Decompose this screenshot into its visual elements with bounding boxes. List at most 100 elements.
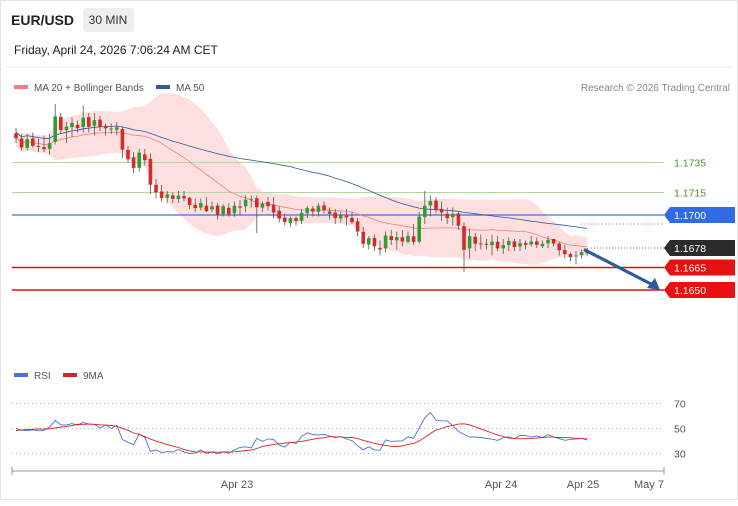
rsi-legend-swatch [14,373,28,377]
rsi-legend-label: RSI [34,371,51,382]
ma20-legend-label: MA 20 + Bollinger Bands [34,83,144,94]
candle-body-47 [277,210,281,219]
rsi-levels: 70 50 30 [12,399,686,461]
candle-body-1 [19,138,24,148]
candle-body-89 [512,241,517,247]
candle-body-0 [14,133,18,139]
candle-body-97 [557,243,561,251]
candle-body-10 [70,122,74,128]
candle-body-96 [551,239,556,244]
timeframe-badge[interactable] [83,8,134,32]
timeframe-label[interactable]: 30 MIN [89,13,128,27]
candle-body-65 [378,247,382,250]
candle-body-100 [574,255,578,257]
candle-body-73 [423,205,427,218]
x-tick-label-2: Apr 25 [567,479,599,491]
bollinger-band [16,92,588,265]
datetime-label: Friday, April 24, 2026 7:06:24 AM CET [14,43,219,57]
level-label-5: 1.1650 [674,285,706,297]
candle-body-42 [249,198,253,200]
candle-body-74 [428,200,433,206]
candle-body-16 [103,125,108,129]
candle-body-6 [47,143,52,149]
candle-body-51 [299,212,304,221]
candle-body-13 [87,117,91,127]
candle-body-17 [109,128,113,130]
candle-body-93 [535,241,539,245]
candle-body-7 [53,116,57,142]
level-label-4: 1.1665 [674,263,706,275]
candle-body-19 [120,129,125,150]
candle-body-36 [215,205,220,215]
candle-body-32 [193,204,197,209]
price-levels [12,162,664,291]
candle-body-57 [333,212,337,219]
candle-body-23 [143,154,147,161]
candle-body-46 [271,204,276,213]
candle-body-41 [243,199,248,207]
forecast-arrow-shaft [583,248,654,287]
candle-body-61 [355,221,360,232]
candle-body-20 [126,149,130,160]
candle-body-43 [255,198,259,208]
candle-body-59 [344,215,349,218]
candle-body-11 [75,124,80,129]
candle-body-15 [98,119,102,127]
candle-body-34 [204,205,209,212]
candle-body-64 [372,237,377,247]
level-label-1: 1.1715 [674,188,706,200]
candle-body-88 [507,240,511,246]
candle-body-56 [327,211,332,214]
candle-body-22 [137,152,141,168]
candle-body-85 [490,241,494,246]
candle-body-79 [456,213,461,226]
candle-body-71 [411,236,416,242]
candle-body-33 [199,203,203,208]
candle-body-95 [546,239,550,244]
level-label-0: 1.1735 [674,158,706,170]
level-label-3: 1.1678 [674,243,706,255]
ma50-legend-swatch [156,85,170,89]
candle-body-58 [339,214,343,219]
price-pane: 1.1735 1.1715 1.1700 1.1678 1.1665 1.1650 [12,92,735,298]
level-label-bg-3 [664,240,735,256]
candle-body-49 [288,218,293,223]
rsi-pane: 70 50 30 [12,399,686,461]
candle-body-21 [131,157,136,169]
candle-body-3 [31,138,35,146]
rsi-level-label-0: 70 [674,399,686,411]
candle-body-40 [238,206,242,208]
candle-body-4 [36,146,41,147]
candle-body-91 [523,243,528,245]
ma9-legend-label: 9MA [83,371,104,382]
candle-body-75 [434,200,438,210]
level-label-bg-5 [664,282,735,298]
rsi-level-label-2: 30 [674,449,686,461]
candle-body-12 [81,117,85,127]
candles [14,104,589,272]
candle-body-98 [563,249,567,255]
candle-body-76 [439,208,444,213]
candle-body-77 [445,213,449,219]
candle-body-55 [322,205,326,211]
candle-body-52 [305,207,309,214]
candle-body-99 [568,254,573,258]
candle-body-94 [540,243,545,247]
candle-body-69 [400,237,405,242]
candle-body-81 [467,236,472,249]
candle-body-101 [579,252,584,256]
candle-body-83 [479,243,483,245]
candle-body-90 [518,243,522,247]
candle-body-60 [350,217,354,223]
candle-body-14 [92,120,97,126]
ma20-legend-swatch [14,85,28,89]
x-axis-ticks: Apr 23 Apr 24 Apr 25 May 7 [11,467,665,491]
candle-body-87 [501,245,505,249]
candle-body-39 [232,205,237,214]
ma9-legend-swatch [63,373,77,377]
candle-body-80 [462,226,466,250]
rsi-level-label-1: 50 [674,424,686,436]
candle-body-5 [42,147,46,150]
